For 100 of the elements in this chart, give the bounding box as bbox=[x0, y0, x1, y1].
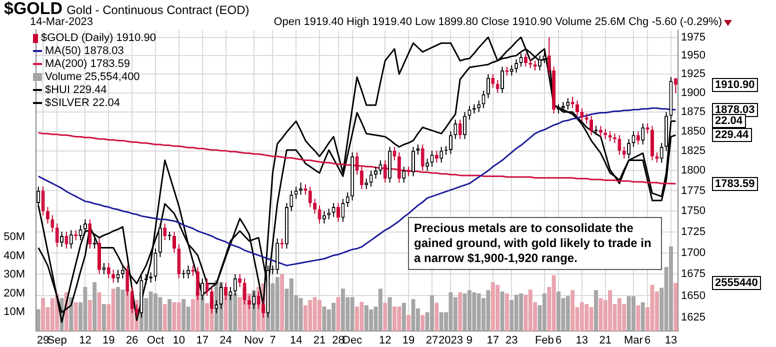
x-tick-label: 19 bbox=[402, 334, 415, 347]
candlestick bbox=[106, 262, 110, 279]
candlestick bbox=[374, 166, 378, 180]
x-tick-label: 19 bbox=[102, 334, 115, 347]
candlestick bbox=[411, 146, 415, 177]
candlestick bbox=[318, 204, 322, 224]
candlestick bbox=[519, 52, 523, 68]
candlestick bbox=[468, 105, 472, 120]
candlestick bbox=[590, 115, 594, 136]
candlestick bbox=[294, 186, 298, 200]
y-tick-label: 1875 bbox=[681, 106, 706, 118]
x-tick-label: 2023 bbox=[438, 334, 463, 347]
candlestick bbox=[440, 146, 444, 164]
candlestick bbox=[542, 51, 546, 64]
legend-label: MA(200) 1783.59 bbox=[44, 58, 131, 71]
candlestick bbox=[627, 138, 631, 160]
candlestick bbox=[510, 64, 514, 76]
candlestick bbox=[50, 214, 54, 232]
y-tick-label: 1975 bbox=[681, 31, 706, 44]
legend-label: $GOLD (Daily) 1910.90 bbox=[40, 32, 156, 45]
x-tick-label: 17 bbox=[486, 334, 500, 347]
x-tick-label: 29 bbox=[36, 334, 50, 347]
candlestick bbox=[64, 231, 68, 250]
candlestick bbox=[660, 142, 664, 164]
candlestick bbox=[458, 119, 462, 140]
x-tick-label: 7 bbox=[270, 334, 276, 347]
y-tick-label: 1775 bbox=[681, 184, 706, 197]
candlestick bbox=[158, 223, 162, 258]
text: 229.44 bbox=[712, 128, 752, 142]
candlestick bbox=[570, 96, 574, 109]
y-tick-label: 1825 bbox=[681, 144, 706, 157]
x-tick-label: 13 bbox=[664, 334, 678, 347]
x-tick-label: Dec bbox=[342, 334, 363, 347]
candlestick bbox=[41, 186, 45, 216]
candlestick bbox=[332, 202, 336, 218]
candlestick bbox=[463, 111, 467, 140]
candlestick bbox=[547, 36, 551, 75]
candlestick bbox=[566, 98, 570, 110]
candlestick bbox=[598, 125, 602, 138]
candlestick bbox=[172, 231, 176, 254]
candlestick bbox=[636, 130, 640, 146]
y-tick-label: 1700 bbox=[681, 246, 706, 259]
y-tick-label: 1725 bbox=[681, 226, 706, 238]
y-tick-label: 1950 bbox=[681, 50, 706, 62]
candlestick bbox=[486, 74, 490, 99]
candlestick bbox=[102, 262, 106, 275]
candlestick bbox=[641, 123, 645, 146]
text: 1878.03 bbox=[712, 102, 758, 117]
x-tick-label: Sep bbox=[47, 334, 67, 347]
candlestick bbox=[618, 134, 622, 156]
x-tick-label: 6 bbox=[555, 334, 562, 347]
candlestick bbox=[383, 160, 387, 184]
x-tick-label: Nov bbox=[244, 334, 264, 347]
x-tick-label: 17 bbox=[196, 334, 208, 347]
x-tick-label: Feb bbox=[534, 334, 554, 347]
y-tick-label: 1925 bbox=[681, 68, 706, 80]
candlestick bbox=[69, 230, 73, 250]
candlestick bbox=[426, 158, 430, 172]
x-tick-label: Oct bbox=[146, 334, 164, 347]
y-tick-label: 1850 bbox=[681, 125, 706, 138]
candlestick bbox=[55, 223, 59, 248]
text: 1910.90 bbox=[712, 78, 758, 92]
candlestick bbox=[612, 133, 616, 144]
candlestick bbox=[420, 144, 424, 172]
candlestick bbox=[392, 146, 396, 161]
text: Open 1919.40 High 1919.40 Low 1899.80 Close 1910.90 Volume 25.6M Chg -5.60 (-0.29%) bbox=[274, 16, 722, 29]
legend-label: $SILVER 22.04 bbox=[44, 97, 122, 110]
candlestick bbox=[83, 218, 87, 234]
text: 2555440 bbox=[712, 276, 761, 290]
y2-tick-label: 40M bbox=[4, 250, 25, 262]
x-tick-label: 12 bbox=[378, 334, 392, 347]
y-tick-label: 1750 bbox=[681, 205, 706, 218]
candlestick bbox=[163, 223, 167, 241]
candlestick bbox=[360, 166, 364, 190]
x-tick-label: 14 bbox=[290, 334, 302, 347]
candlestick bbox=[355, 152, 359, 176]
y2-tick-label: 50M bbox=[4, 230, 25, 243]
text: 1783.59 bbox=[712, 176, 758, 191]
y-tick-label: 1900 bbox=[681, 86, 706, 99]
candlestick bbox=[622, 146, 626, 160]
y-tick-label: 1625 bbox=[681, 312, 706, 324]
candlestick bbox=[608, 130, 612, 142]
x-tick-label: 24 bbox=[220, 334, 232, 347]
chart-subtitle: 14-Mar-2023 bbox=[30, 16, 93, 29]
candlestick bbox=[580, 108, 584, 122]
x-tick-label: 6 bbox=[644, 334, 651, 347]
candlestick bbox=[575, 100, 580, 116]
candlestick bbox=[454, 119, 458, 140]
candlestick bbox=[322, 210, 326, 224]
y-tick-label: 1675 bbox=[681, 268, 706, 280]
candlestick bbox=[205, 278, 209, 296]
candlestick bbox=[154, 248, 158, 282]
x-tick-label: 28 bbox=[332, 334, 344, 347]
candlestick bbox=[416, 144, 420, 156]
y-tick-label: 1800 bbox=[681, 164, 706, 177]
text: 22.04 bbox=[712, 114, 746, 128]
candlestick bbox=[448, 130, 452, 154]
y-tick-label: 1650 bbox=[681, 290, 706, 302]
x-tick-label: 23 bbox=[506, 334, 518, 347]
x-tick-label: 13 bbox=[576, 334, 588, 347]
